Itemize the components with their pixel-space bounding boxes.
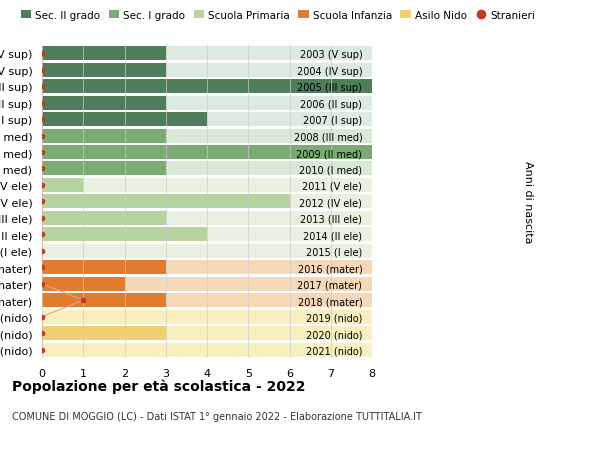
- Bar: [42, 96, 372, 110]
- Bar: [42, 261, 372, 274]
- Bar: [42, 326, 166, 341]
- Bar: [42, 47, 166, 61]
- Bar: [42, 162, 372, 176]
- Bar: [42, 129, 372, 143]
- Bar: [42, 179, 83, 192]
- Bar: [42, 80, 372, 94]
- Bar: [42, 80, 372, 94]
- Bar: [42, 113, 207, 127]
- Bar: [42, 195, 372, 209]
- Bar: [42, 343, 372, 357]
- Bar: [42, 113, 372, 127]
- Bar: [42, 162, 166, 176]
- Bar: [42, 294, 166, 308]
- Bar: [42, 63, 166, 78]
- Bar: [42, 129, 166, 143]
- Bar: [42, 326, 372, 341]
- Bar: [42, 47, 372, 61]
- Text: Popolazione per età scolastica - 2022: Popolazione per età scolastica - 2022: [12, 379, 305, 393]
- Bar: [42, 212, 372, 225]
- Bar: [42, 261, 166, 274]
- Text: COMUNE DI MOGGIO (LC) - Dati ISTAT 1° gennaio 2022 - Elaborazione TUTTITALIA.IT: COMUNE DI MOGGIO (LC) - Dati ISTAT 1° ge…: [12, 411, 422, 421]
- Bar: [42, 228, 372, 242]
- Bar: [42, 146, 372, 160]
- Legend: Sec. II grado, Sec. I grado, Scuola Primaria, Scuola Infanzia, Asilo Nido, Stran: Sec. II grado, Sec. I grado, Scuola Prim…: [21, 11, 535, 21]
- Bar: [42, 146, 372, 160]
- Bar: [42, 195, 290, 209]
- Bar: [42, 244, 372, 258]
- Bar: [42, 277, 125, 291]
- Y-axis label: Anni di nascita: Anni di nascita: [523, 161, 533, 243]
- Bar: [42, 63, 372, 78]
- Bar: [42, 228, 207, 242]
- Bar: [42, 96, 166, 110]
- Bar: [42, 294, 372, 308]
- Bar: [42, 212, 166, 225]
- Bar: [42, 277, 372, 291]
- Bar: [42, 179, 372, 192]
- Bar: [42, 310, 372, 324]
